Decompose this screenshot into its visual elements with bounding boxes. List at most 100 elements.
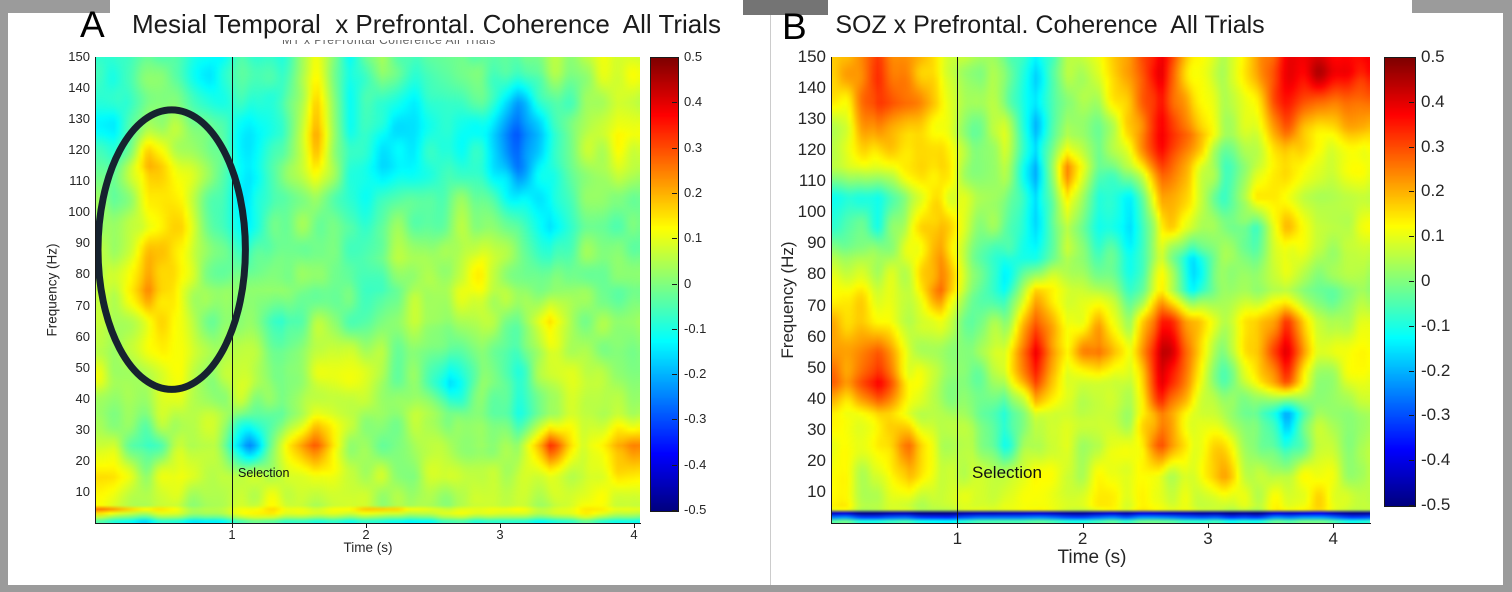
colorbar-tick-label: 0.2 — [684, 184, 703, 200]
x-axis-label-b: Time (s) — [1057, 547, 1127, 568]
x-axis-line — [831, 523, 1371, 524]
panel-label-b: B — [782, 6, 807, 47]
x-tick-label: 2 — [1077, 529, 1088, 548]
colorbar-tick-mark — [672, 238, 677, 239]
colorbar-tick-mark — [672, 419, 677, 420]
top-border-notch — [743, 0, 828, 15]
x-tick-label: 2 — [362, 527, 370, 542]
colorbar-tick-mark — [1409, 460, 1414, 461]
colorbar-tick-label: -0.2 — [1421, 360, 1451, 380]
y-tick-label: 140 — [68, 80, 90, 96]
colorbar-tick-label: -0.5 — [1421, 495, 1451, 514]
y-tick-label: 60 — [75, 328, 90, 344]
y-tick-label: 130 — [68, 111, 90, 127]
x-tick-label: 1 — [228, 527, 236, 542]
selection-annotation-b: Selection — [972, 463, 1042, 482]
colorbar-tick-mark — [672, 465, 677, 466]
x-tick-label: 3 — [496, 527, 504, 542]
x-tick-mark — [634, 524, 635, 528]
y-tick-label: 130 — [797, 109, 826, 129]
y-tick-label: 20 — [75, 452, 90, 468]
colorbar-tick-mark — [672, 102, 677, 103]
x-tick-mark — [957, 524, 958, 528]
colorbar-tick-label: 0 — [684, 275, 692, 291]
colorbar-tick-mark — [672, 148, 677, 149]
colorbar-tick-mark — [672, 374, 677, 375]
y-tick-label: 100 — [797, 202, 826, 222]
title-box-b — [828, 0, 1412, 46]
colorbar-tick-mark — [672, 284, 677, 285]
colorbar-tick-mark — [1409, 236, 1414, 237]
colorbar-tick-mark — [1409, 281, 1414, 282]
colorbar-tick-mark — [1409, 326, 1414, 327]
colorbar-tick-mark — [1409, 415, 1414, 416]
y-tick-label: 120 — [68, 142, 90, 158]
colorbar-tick-label: -0.4 — [684, 456, 707, 472]
y-tick-label: 110 — [798, 171, 826, 191]
y-tick-label: 90 — [807, 233, 826, 253]
panel-title-a: Mesial Temporal x Prefrontal. Coherence … — [131, 9, 722, 39]
y-tick-label: 30 — [807, 419, 826, 439]
panel-divider — [770, 15, 771, 585]
y-tick-label: 80 — [75, 266, 90, 282]
colorbar-tick-mark — [672, 510, 677, 511]
y-tick-label: 30 — [75, 421, 90, 437]
coherence-heatmap-b — [832, 57, 1370, 523]
colorbar-tick-label: -0.2 — [684, 366, 707, 382]
x-tick-mark — [232, 524, 233, 528]
x-tick-mark — [1208, 524, 1209, 528]
y-tick-label: 10 — [75, 483, 90, 499]
x-tick-mark — [1333, 524, 1334, 528]
y-tick-label: 10 — [807, 481, 826, 501]
colorbar-tick-label: 0.4 — [684, 94, 703, 110]
clipped-ghost-title: MT x PreFrontal Coherence All Trials — [282, 40, 497, 49]
y-tick-label: 40 — [807, 388, 826, 408]
y-tick-label: 150 — [797, 47, 826, 66]
y-tick-label: 40 — [75, 390, 90, 406]
colorbar-tick-label: 0.5 — [1421, 47, 1445, 66]
y-tick-label: 100 — [68, 204, 90, 220]
colorbar-tick-label: 0.3 — [684, 139, 703, 155]
y-axis-line — [831, 57, 832, 523]
x-tick-label: 3 — [1203, 529, 1213, 548]
selection-line — [957, 57, 958, 523]
ghost-title-text: MT x PreFrontal Coherence All Trials — [282, 40, 496, 47]
y-tick-label: 20 — [807, 450, 826, 470]
y-tick-label: 110 — [69, 173, 90, 189]
colorbar-tick-label: 0.1 — [684, 230, 703, 246]
colorbar-tick-mark — [1409, 505, 1414, 506]
y-tick-label: 90 — [75, 235, 90, 251]
selection-annotation-a: Selection — [238, 466, 290, 480]
x-tick-mark — [500, 524, 501, 528]
colorbar-tick-label: -0.3 — [1421, 405, 1451, 425]
panel-label-a: A — [80, 4, 105, 45]
y-tick-label: 70 — [807, 295, 826, 315]
selection-line — [232, 57, 233, 523]
x-axis-label-a: Time (s) — [343, 540, 393, 555]
colorbar-tick-label: 0.5 — [684, 49, 703, 64]
y-axis-line — [95, 57, 96, 523]
y-tick-label: 60 — [807, 326, 826, 346]
y-tick-label: 50 — [807, 357, 826, 377]
y-tick-label: 120 — [797, 140, 826, 160]
x-tick-label: 4 — [630, 527, 638, 542]
y-tick-label: 50 — [75, 359, 90, 375]
colorbar-tick-label: 0.1 — [1421, 226, 1445, 246]
colorbar-tick-mark — [672, 57, 677, 58]
colorbar-tick-mark — [1409, 57, 1414, 58]
colorbar-tick-label: -0.1 — [684, 320, 707, 336]
colorbar-tick-label: 0.4 — [1421, 91, 1445, 111]
x-tick-label: 1 — [952, 529, 963, 548]
colorbar-tick-label: -0.5 — [684, 502, 707, 517]
colorbar-tick-mark — [1409, 147, 1414, 148]
coherence-heatmap-a — [96, 57, 640, 523]
colorbar-tick-label: -0.3 — [684, 411, 707, 427]
colorbar-tick-mark — [1409, 102, 1414, 103]
x-tick-mark — [1083, 524, 1084, 528]
panel-title-b: SOZ x Prefrontal. Coherence All Trials — [835, 11, 1265, 39]
colorbar-b — [1384, 57, 1416, 507]
colorbar-tick-label: -0.4 — [1421, 450, 1451, 470]
colorbar-tick-label: 0.3 — [1421, 136, 1445, 156]
y-axis-label-a: Frequency (Hz) — [44, 243, 60, 337]
